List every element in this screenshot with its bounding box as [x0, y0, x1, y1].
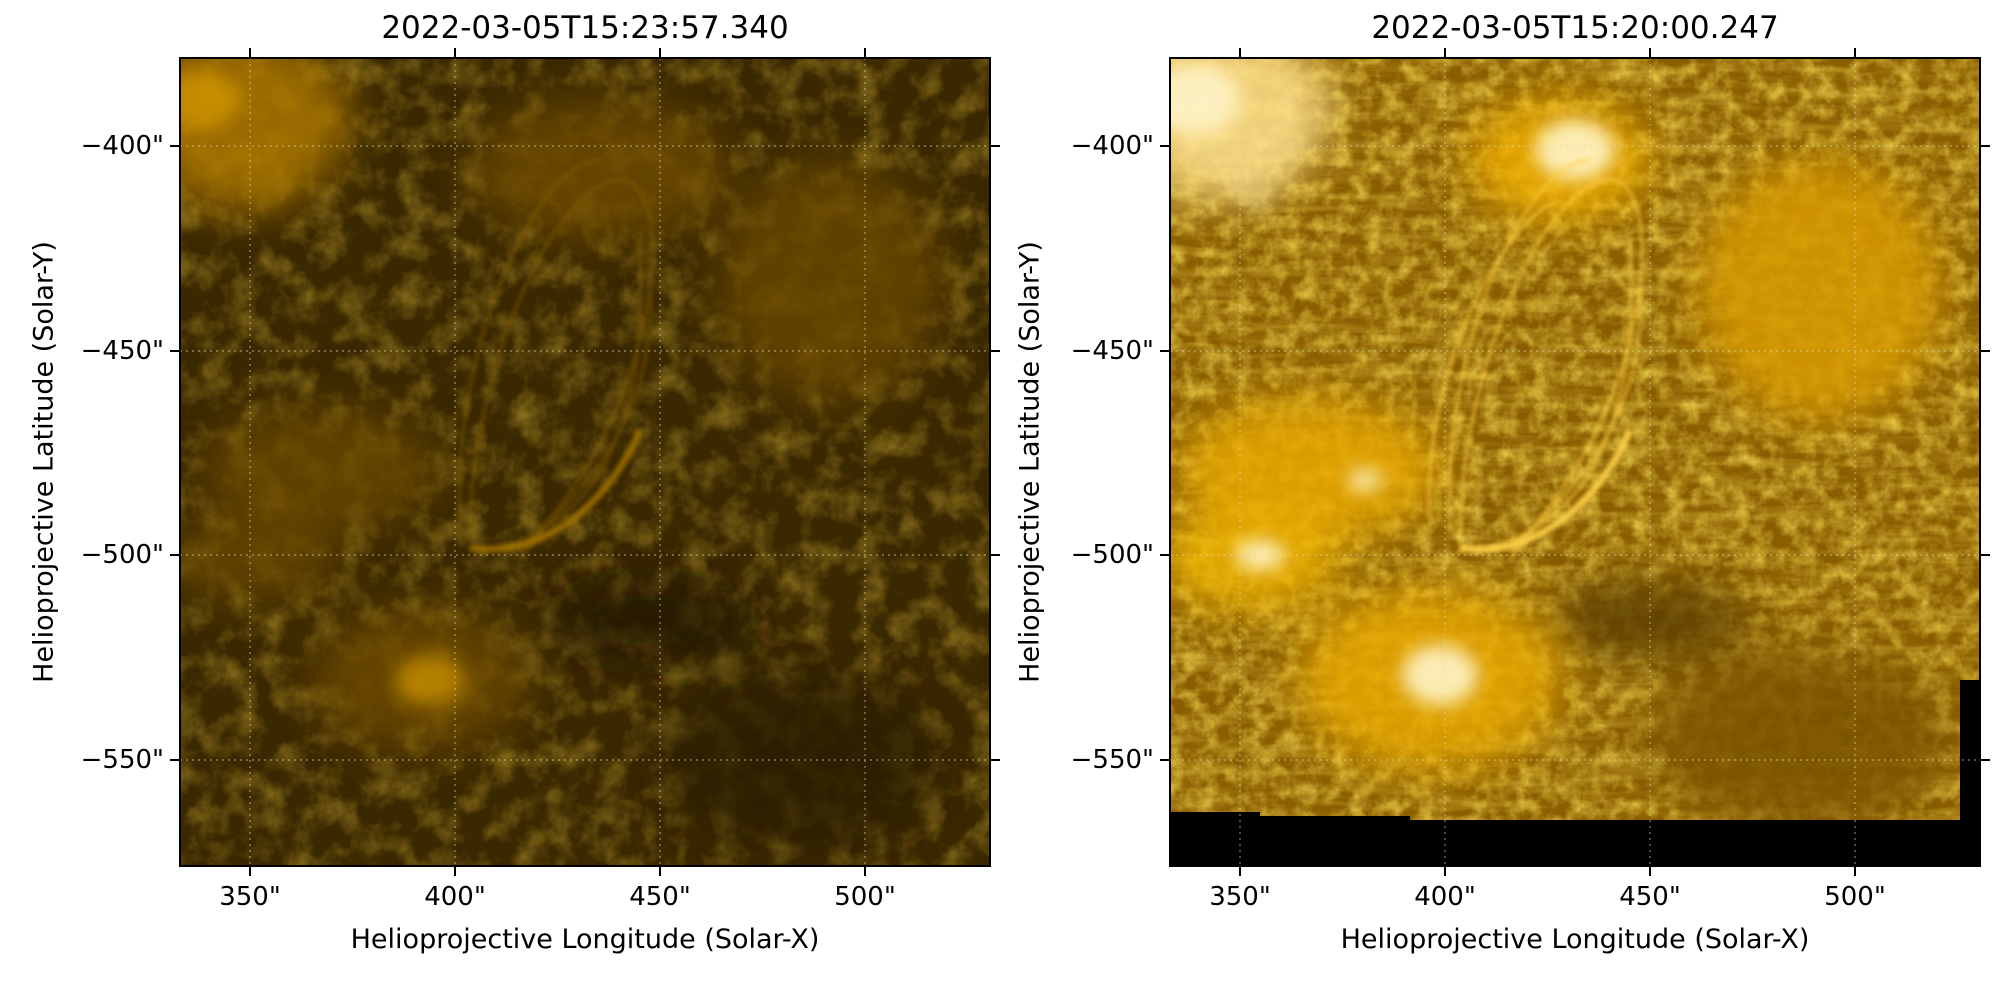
- right-ticks: [1160, 48, 1990, 876]
- left-solar-image: [180, 58, 990, 866]
- right-x-tick-450: 450": [1619, 882, 1681, 912]
- right-y-tick-450: −450": [1070, 336, 1154, 366]
- left-y-tick-450: −450": [80, 336, 164, 366]
- right-y-tick-550: −550": [1070, 745, 1154, 775]
- right-axes-frame: [1169, 57, 1981, 867]
- right-grid: [1170, 58, 1980, 866]
- right-y-axis-label: Helioprojective Latitude (Solar-Y): [1014, 241, 1046, 683]
- left-panel-title: 2022-03-05T15:23:57.340: [381, 10, 789, 46]
- left-y-tick-400: −400": [80, 131, 164, 161]
- left-x-tick-400: 400": [424, 882, 486, 912]
- right-x-tick-500: 500": [1824, 882, 1886, 912]
- left-axes-frame: [179, 57, 991, 867]
- left-x-axis-label: Helioprojective Longitude (Solar-X): [350, 924, 820, 955]
- left-y-tick-550: −550": [80, 745, 164, 775]
- left-x-tick-450: 450": [629, 882, 691, 912]
- right-x-tick-350: 350": [1209, 882, 1271, 912]
- right-solar-image: [1170, 58, 1980, 866]
- right-panel-title: 2022-03-05T15:20:00.247: [1371, 10, 1779, 46]
- right-x-axis-label: Helioprojective Longitude (Solar-X): [1340, 924, 1810, 955]
- left-x-tick-500: 500": [834, 882, 896, 912]
- left-y-axis-label: Helioprojective Latitude (Solar-Y): [28, 241, 60, 683]
- right-y-tick-500: −500": [1070, 540, 1154, 570]
- left-x-tick-350: 350": [219, 882, 281, 912]
- left-grid: [180, 58, 990, 866]
- left-ticks: [170, 48, 1000, 876]
- left-y-tick-500: −500": [80, 540, 164, 570]
- right-x-tick-400: 400": [1414, 882, 1476, 912]
- right-y-tick-400: −400": [1070, 131, 1154, 161]
